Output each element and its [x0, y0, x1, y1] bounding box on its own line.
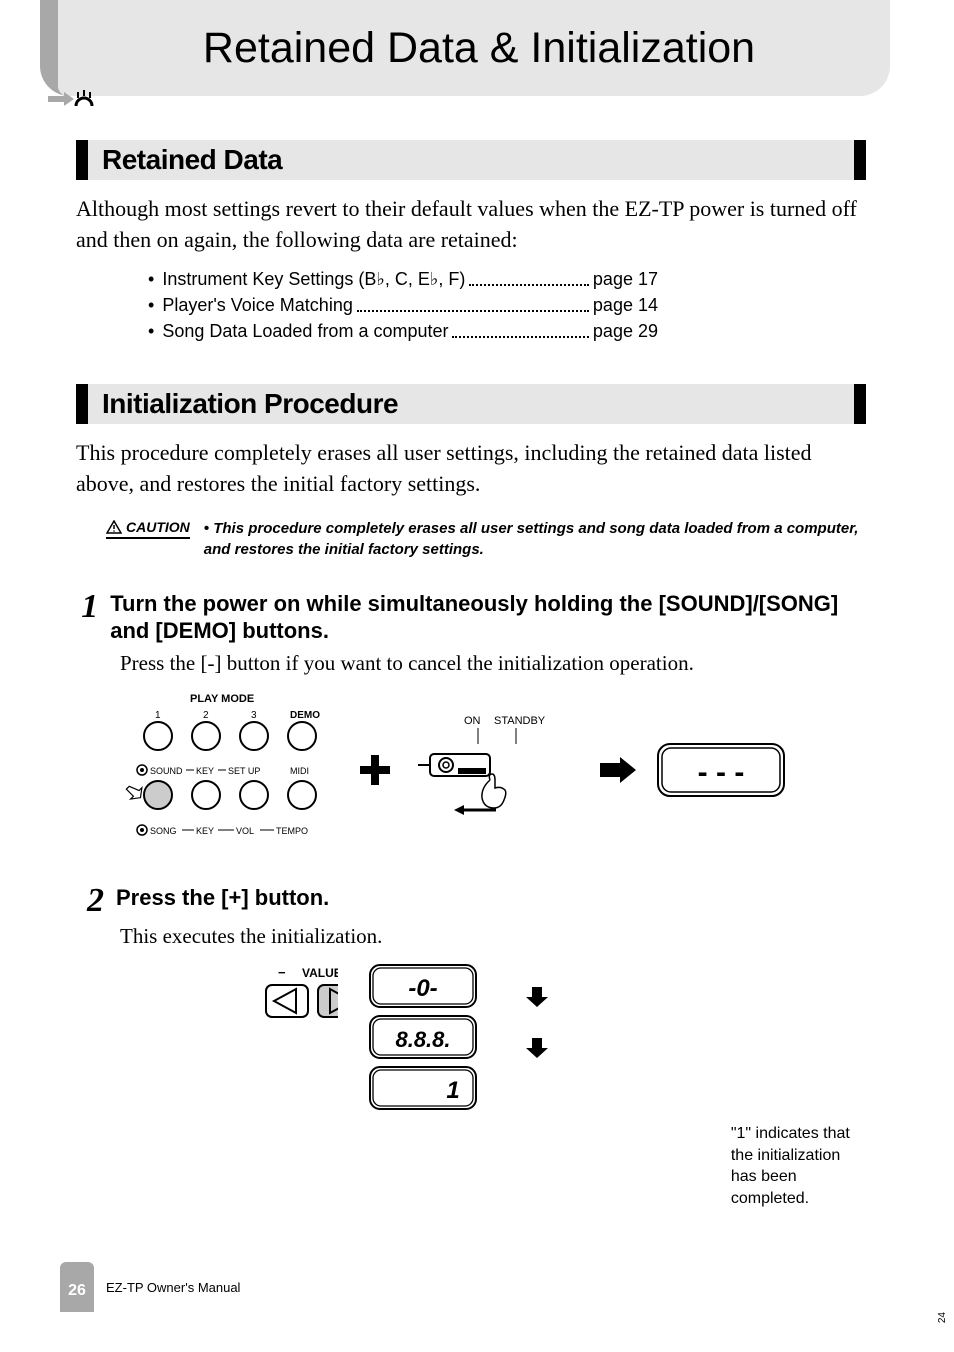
svg-text:VOL: VOL: [236, 826, 254, 836]
playmode-panel-diagram: PLAY MODE 1 2 3 DEMO SOUND KEY SET UP MI…: [120, 690, 340, 850]
warning-icon: [106, 520, 122, 534]
svg-text:KEY: KEY: [196, 826, 214, 836]
step-1: 1 Turn the power on while simultaneously…: [76, 590, 866, 645]
svg-text:1: 1: [447, 1077, 460, 1104]
switch-diagram: ON STANDBY: [410, 710, 580, 830]
display-sequence: -0- 8.8.8. 1: [368, 963, 701, 1116]
page-number-badge: 26: [60, 1262, 94, 1312]
svg-text:STANDBY: STANDBY: [494, 715, 546, 727]
section-heading-retained: Retained Data: [76, 140, 866, 180]
step-number: 2: [76, 884, 104, 918]
page-footer: 26 EZ-TP Owner's Manual: [60, 1262, 240, 1312]
svg-text:TEMPO: TEMPO: [276, 826, 308, 836]
page-ref: page 29: [593, 318, 658, 344]
arrow-right-icon: [598, 755, 638, 785]
page-ref: page 14: [593, 292, 658, 318]
content-area: Retained Data Although most settings rev…: [76, 140, 866, 1209]
page-ref: page 17: [593, 266, 658, 292]
lcd-display-diagram: - - -: [656, 740, 786, 800]
step-title: Press the [+] button.: [116, 884, 329, 912]
arrow-down-icon: [482, 983, 592, 1009]
svg-text:-0-: -0-: [409, 975, 438, 1002]
bullet-icon: •: [148, 266, 154, 292]
step-2: 2 Press the [+] button.: [76, 884, 866, 918]
value-buttons-diagram: − VALUE +: [256, 963, 338, 1063]
list-label: Song Data Loaded from a computer: [162, 318, 448, 344]
caution-label: CAUTION: [106, 519, 190, 539]
list-item: • Player's Voice Matching page 14: [148, 292, 658, 318]
list-item: • Song Data Loaded from a computer page …: [148, 318, 658, 344]
dot-leader: [452, 318, 588, 338]
svg-text:3: 3: [251, 710, 257, 721]
bullet-icon: •: [148, 318, 154, 344]
bullet-icon: •: [148, 292, 154, 318]
lcd-display-0: -0-: [368, 963, 478, 1009]
list-label: Instrument Key Settings (B♭, C, E♭, F): [162, 266, 465, 292]
list-label: Player's Voice Matching: [162, 292, 353, 318]
lcd-display-1: 1: [368, 1065, 478, 1111]
step-2-body: This executes the initialization.: [120, 924, 866, 949]
side-page-number: 24: [937, 1312, 948, 1323]
step-title: Turn the power on while simultaneously h…: [110, 590, 866, 645]
footer-book-title: EZ-TP Owner's Manual: [106, 1280, 240, 1295]
step-number: 1: [76, 590, 98, 624]
svg-text:- - -: - - -: [698, 756, 745, 789]
section-heading-text: Retained Data: [102, 144, 282, 176]
page-title: Retained Data & Initialization: [203, 24, 755, 73]
section-heading-init: Initialization Procedure: [76, 384, 866, 424]
diagram-step2: − VALUE + -0-: [256, 963, 866, 1209]
section2-intro: This procedure completely erases all use…: [76, 438, 866, 500]
playmode-label: PLAY MODE: [190, 693, 254, 705]
svg-text:1: 1: [155, 710, 161, 721]
svg-text:SET UP: SET UP: [228, 766, 260, 776]
plus-icon: [358, 753, 392, 787]
caution-body: This procedure completely erases all use…: [204, 520, 859, 557]
tab-arrow-icon: [44, 88, 104, 123]
svg-text:−: −: [278, 965, 286, 980]
caution-bullet: •: [204, 520, 209, 537]
svg-text:VALUE: VALUE: [302, 966, 338, 980]
svg-text:KEY: KEY: [196, 766, 214, 776]
dot-leader: [469, 266, 589, 286]
caution-label-text: CAUTION: [126, 519, 190, 535]
completion-note: "1" indicates that the initialization ha…: [731, 1123, 866, 1209]
svg-text:ON: ON: [464, 715, 481, 727]
caution-block: CAUTION • This procedure completely eras…: [106, 519, 866, 560]
svg-text:MIDI: MIDI: [290, 766, 309, 776]
section1-intro: Although most settings revert to their d…: [76, 194, 866, 256]
lcd-display-888: 8.8.8.: [368, 1014, 478, 1060]
svg-text:SOUND: SOUND: [150, 766, 183, 776]
svg-text:SONG: SONG: [150, 826, 177, 836]
header-tab: Retained Data & Initialization: [68, 0, 890, 96]
caution-text: • This procedure completely erases all u…: [204, 519, 866, 560]
diagram-step1: PLAY MODE 1 2 3 DEMO SOUND KEY SET UP MI…: [120, 690, 866, 850]
arrow-down-icon: [482, 1034, 592, 1060]
retained-list: • Instrument Key Settings (B♭, C, E♭, F)…: [148, 266, 866, 344]
svg-text:8.8.8.: 8.8.8.: [396, 1027, 451, 1052]
section-heading-text: Initialization Procedure: [102, 388, 398, 420]
dot-leader: [357, 292, 589, 312]
list-item: • Instrument Key Settings (B♭, C, E♭, F)…: [148, 266, 658, 292]
svg-text:DEMO: DEMO: [290, 710, 320, 721]
svg-text:2: 2: [203, 710, 209, 721]
step-1-body: Press the [-] button if you want to canc…: [120, 651, 866, 676]
